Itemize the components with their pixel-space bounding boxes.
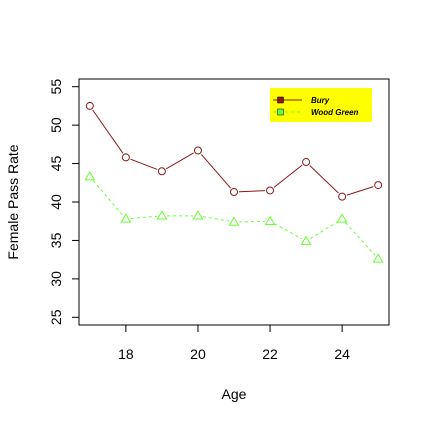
series-line-segment — [273, 164, 303, 188]
data-point-wood-green — [300, 235, 312, 245]
data-point-bury — [157, 167, 166, 176]
series-line-segment — [130, 158, 158, 170]
series-line-segment — [130, 215, 157, 219]
y-axis-label: Female Pass Rate — [5, 144, 21, 259]
y-axis: 25 30 35 40 45 50 55 — [48, 79, 80, 325]
y-tick-label: 35 — [48, 232, 64, 248]
legend-box — [270, 88, 372, 122]
legend-label-wood-green: Wood Green — [311, 108, 359, 117]
y-tick-label: 55 — [48, 79, 64, 95]
y-tick-label: 30 — [48, 271, 64, 287]
series-wood-green — [84, 171, 384, 263]
series-line-segment — [274, 223, 302, 240]
series-line-segment — [346, 186, 374, 196]
series-line-segment — [92, 109, 124, 154]
series-line-segment — [202, 216, 230, 222]
legend-swatch-wood-green — [277, 108, 284, 116]
data-point-bury — [374, 181, 383, 190]
series-line-segment — [92, 180, 123, 216]
data-point-bury — [193, 146, 202, 155]
data-point-bury — [266, 186, 275, 195]
data-point-bury — [121, 153, 130, 162]
data-point-wood-green — [84, 171, 96, 181]
data-point-bury — [302, 158, 311, 167]
x-tick-label: 24 — [334, 346, 350, 362]
series-line-segment — [238, 220, 266, 223]
data-point-wood-green — [228, 216, 240, 226]
data-point-wood-green — [264, 215, 276, 225]
legend-swatch-bury — [277, 96, 284, 104]
series-line-segment — [309, 165, 339, 194]
series-line-segment — [345, 222, 376, 256]
series-line-segment — [200, 153, 232, 189]
data-point-wood-green — [372, 253, 384, 263]
y-tick-label: 50 — [48, 117, 64, 133]
legend: Bury Wood Green — [270, 88, 372, 122]
data-point-wood-green — [120, 213, 132, 223]
data-point-wood-green — [156, 210, 168, 220]
series-line-segment — [165, 152, 194, 170]
y-tick-label: 45 — [48, 156, 64, 172]
x-tick-label: 20 — [190, 346, 206, 362]
series-line-segment — [238, 190, 266, 193]
data-point-bury — [230, 188, 238, 197]
x-axis-label: Age — [222, 386, 247, 402]
series-layer — [84, 101, 384, 263]
legend-label-bury: Bury — [311, 96, 330, 105]
data-point-wood-green — [192, 210, 204, 220]
data-point-bury — [85, 101, 94, 110]
x-tick-label: 22 — [262, 346, 278, 362]
y-tick-label: 40 — [48, 194, 64, 210]
x-axis: 18 20 22 24 — [118, 324, 350, 362]
y-tick-label: 25 — [48, 309, 64, 325]
series-line-segment — [310, 221, 339, 240]
series-bury — [85, 101, 383, 201]
data-point-bury — [338, 192, 347, 201]
x-tick-label: 18 — [118, 346, 134, 362]
data-point-wood-green — [336, 213, 348, 223]
